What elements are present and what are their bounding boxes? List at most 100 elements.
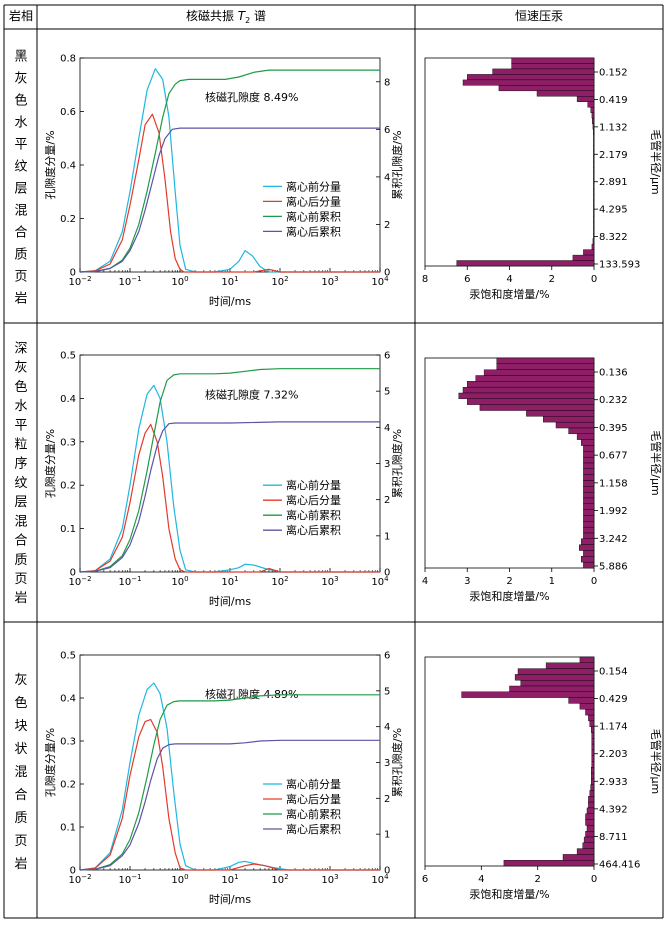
rcmi-y-tick-label: 0.419 — [599, 95, 628, 106]
rcmi-bar — [583, 527, 595, 534]
rcmi-bar — [591, 738, 595, 745]
rcmi-bar — [593, 161, 595, 168]
y-tick-label: 0.2 — [60, 780, 76, 791]
y2-tick-label: 2 — [384, 495, 390, 506]
rcmi-bar — [588, 801, 595, 809]
rcmi-bar — [462, 79, 595, 86]
rcmi-x-tick-label: 2 — [506, 576, 512, 587]
rcmi-bar — [511, 57, 595, 64]
porosity-annotation: 核磁孔隙度 8.49% — [205, 90, 298, 104]
rcmi-bar — [591, 732, 595, 739]
rcmi-bar — [593, 178, 595, 185]
lithofacies-label: 黑灰色水平纹层混合质页岩 — [14, 50, 27, 307]
rcmi-bar — [498, 85, 595, 92]
rcmi-bar — [479, 404, 595, 411]
rcmi-bar — [591, 778, 595, 785]
rcmi-y-tick-label: 8.322 — [599, 232, 628, 243]
rcmi-bar — [593, 145, 595, 152]
lithofacies-label: 深灰色水平粒序纹层混合质页岩 — [14, 341, 27, 606]
rcmi-bar — [456, 260, 595, 267]
y-tick-label: 0.3 — [60, 737, 76, 748]
rcmi-bar — [589, 720, 595, 727]
x-tick-label: 102 — [271, 275, 288, 288]
series-line-1 — [79, 384, 380, 573]
rcmi-bar — [593, 200, 595, 206]
y-tick-label: 0 — [70, 268, 76, 279]
y-tick-label: 0.3 — [60, 437, 76, 448]
series-line-3 — [79, 69, 380, 273]
y2-tick-label: 2 — [384, 220, 390, 231]
header-nmr: 核磁共振 T2 谱 — [186, 8, 266, 25]
y-tick-label: 0 — [70, 568, 76, 579]
rcmi-plot: 8 6 4 2 0 0.152 0.419 1.132 2.179 2.891 4.295 8.322… — [422, 57, 663, 301]
rcmi-y-tick-label: 0.154 — [599, 667, 628, 678]
x-tick-label: 10−1 — [118, 575, 141, 588]
x-tick-label: 101 — [221, 873, 238, 886]
rcmi-bar — [586, 807, 595, 814]
rcmi-bar — [526, 410, 595, 417]
rcmi-bar — [593, 189, 595, 196]
rcmi-y-tick-label: 0.232 — [599, 395, 628, 406]
header-nmr-symbol: T — [238, 9, 247, 23]
y2-tick-label: 4 — [384, 172, 390, 183]
rcmi-bar — [593, 139, 595, 146]
rcmi-bar — [492, 68, 595, 75]
rcmi-bar — [514, 674, 595, 681]
rcmi-y-tick-label: 0.136 — [599, 368, 628, 379]
x-axis-label: 时间/ms — [209, 595, 251, 608]
rcmi-x-tick-label: 4 — [506, 274, 512, 285]
rcmi-bar — [572, 254, 595, 261]
rcmi-x-axis-label: 汞饱和度增量/% — [469, 287, 549, 301]
rcmi-y-tick-label: 4.295 — [599, 205, 628, 216]
header-lithofacies: 岩相 — [9, 8, 33, 23]
y-tick-label: 0 — [70, 866, 76, 877]
rcmi-bar — [581, 538, 595, 545]
x-tick-label: 101 — [221, 575, 238, 588]
rcmi-bar — [593, 211, 595, 217]
rcmi-bar — [583, 474, 595, 481]
rcmi-bar — [555, 422, 595, 429]
rcmi-bar — [585, 831, 595, 838]
x-axis-label: 时间/ms — [209, 295, 251, 308]
header-nmr-prefix: 核磁共振 — [186, 8, 238, 23]
y-tick-label: 0.5 — [60, 351, 76, 362]
y2-tick-label: 4 — [384, 423, 390, 434]
header-rcmi: 恒速压汞 — [515, 9, 563, 23]
rcmi-bar — [483, 369, 595, 376]
rcmi-x-tick-label: 8 — [422, 274, 428, 285]
rcmi-bar — [583, 550, 595, 557]
rcmi-bar — [591, 243, 595, 250]
rcmi-bar — [583, 468, 595, 475]
porosity-annotation: 核磁孔隙度 4.89% — [205, 687, 298, 701]
y2-tick-label: 3 — [384, 459, 390, 470]
rcmi-bar — [585, 709, 595, 716]
rcmi-bar — [593, 205, 595, 212]
y-tick-label: 0.4 — [60, 394, 76, 405]
rcmi-x-axis-label: 汞饱和度增量/% — [469, 887, 549, 901]
rcmi-bar — [583, 497, 595, 505]
rcmi-bar — [593, 172, 595, 179]
rcmi-bar — [593, 227, 595, 234]
y2-tick-label: 6 — [384, 651, 390, 662]
nmr-plot: 10−2 10−1 100 101 102 103 10400.20.40.60.80246… — [43, 54, 404, 309]
rcmi-x-tick-label: 0 — [591, 274, 597, 285]
nmr-plot: 10−2 10−1 100 101 102 103 10400.10.20.30.40.50… — [43, 651, 404, 907]
y2-tick-label: 1 — [384, 531, 390, 542]
x-axis-label: 时间/ms — [209, 893, 251, 906]
rcmi-y-tick-label: 464.416 — [599, 860, 640, 871]
legend-label: 离心后累积 — [286, 822, 341, 836]
y-tick-label: 0.1 — [60, 823, 76, 834]
x-tick-label: 104 — [371, 275, 389, 288]
rcmi-bar — [585, 819, 595, 826]
series-line-3 — [79, 694, 380, 871]
rcmi-bar — [583, 249, 595, 256]
rcmi-bar — [467, 381, 595, 388]
rcmi-bar — [593, 150, 595, 157]
x-tick-label: 104 — [371, 575, 389, 588]
y2-tick-label: 0 — [384, 268, 390, 279]
rcmi-bar — [520, 680, 595, 687]
rcmi-bar — [588, 714, 595, 722]
rcmi-bar — [591, 112, 595, 119]
